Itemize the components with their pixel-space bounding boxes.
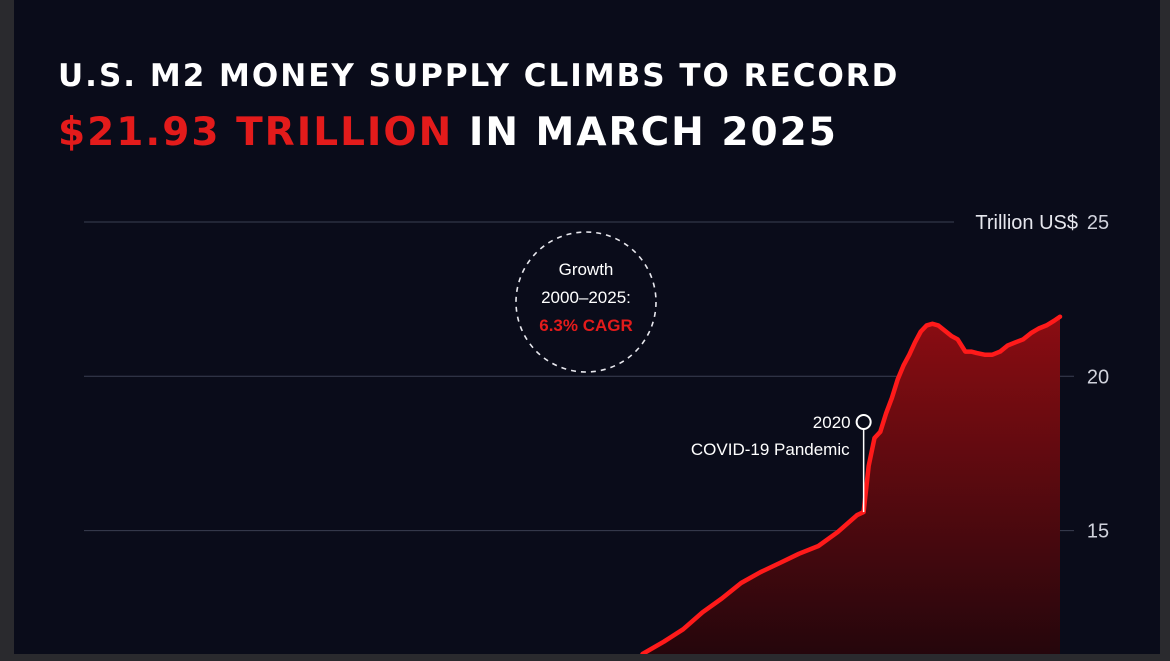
cagr-badge: Growth 2000–2025: 6.3% CAGR [515,231,657,373]
m2-series-line [640,314,1063,654]
covid-annotation-year: 2020 [813,413,851,432]
chart-frame: U.S. M2 MONEY SUPPLY CLIMBS TO RECORD $2… [14,0,1160,654]
cagr-badge-line-2: 2000–2025: [541,288,631,307]
m2-area-fill [642,316,1060,654]
y-tick-label: 15 [1087,521,1109,543]
title-highlight-value: $21.93 TRILLION [58,110,454,155]
covid-annotation-label: COVID-19 Pandemic [691,440,850,459]
m2-area-chart: Trillion US$ 25 20 15 2020 COVID-19 Pandemi… [84,212,1109,654]
y-axis-unit-label: Trillion US$ [975,212,1078,234]
covid-annotation-marker [855,414,872,430]
cagr-badge-value: 6.3% CAGR [539,316,633,335]
y-tick-label: 25 [1087,212,1109,234]
cagr-badge-line-1: Growth [559,260,614,279]
chart-title-line-1: U.S. M2 MONEY SUPPLY CLIMBS TO RECORD [58,58,900,94]
y-tick-label: 20 [1087,366,1109,388]
cagr-badge-ring [515,231,657,373]
chart-title-line-2: $21.93 TRILLION IN MARCH 2025 [58,110,838,155]
title-period: IN MARCH 2025 [468,110,838,155]
